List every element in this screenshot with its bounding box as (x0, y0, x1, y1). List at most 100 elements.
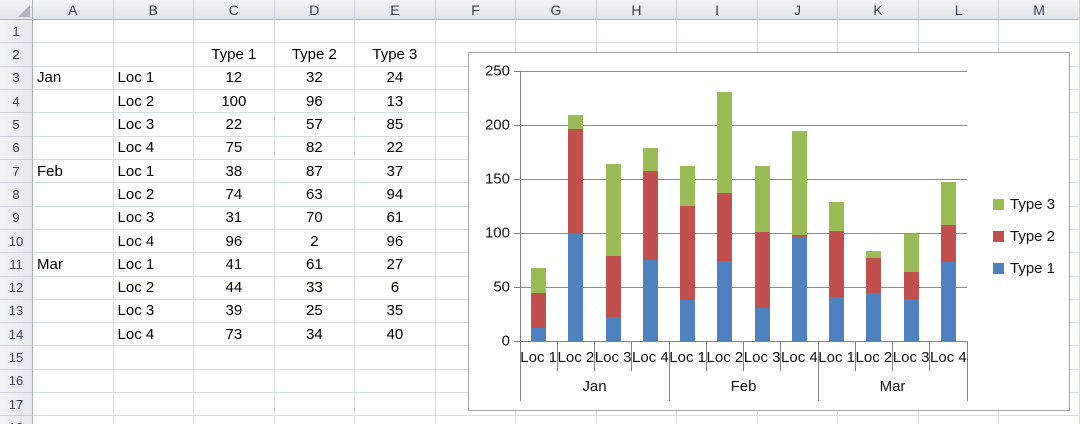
bar-type3-cat2[interactable] (568, 115, 584, 130)
column-header-f[interactable]: F (435, 0, 517, 20)
cell-D7[interactable]: 87 (274, 159, 356, 184)
column-header-i[interactable]: I (677, 0, 758, 20)
cell-A10[interactable] (33, 229, 114, 254)
cell-C1[interactable] (194, 20, 275, 44)
cell-A7[interactable]: Feb (33, 159, 114, 184)
cell-D17[interactable] (274, 393, 356, 417)
cell-L18[interactable] (919, 416, 1000, 424)
row-header-1[interactable]: 1 (0, 20, 33, 44)
cell-I1[interactable] (677, 20, 758, 44)
cell-A2[interactable] (33, 43, 114, 67)
row-header-4[interactable]: 4 (0, 89, 33, 114)
cell-C5[interactable]: 22 (194, 113, 275, 137)
cell-C16[interactable] (194, 369, 275, 394)
cell-D18[interactable] (275, 416, 356, 424)
cell-A13[interactable] (33, 299, 114, 324)
bar-type1-cat5[interactable] (680, 299, 696, 341)
row-header-2[interactable]: 2 (0, 43, 33, 67)
column-header-h[interactable]: H (596, 0, 678, 20)
cell-B14[interactable]: Loc 4 (113, 323, 195, 347)
cell-D5[interactable]: 57 (274, 113, 356, 137)
bar-type3-cat6[interactable] (717, 91, 733, 194)
cell-E14[interactable]: 40 (355, 323, 436, 347)
cell-E7[interactable]: 37 (355, 159, 436, 184)
cell-E4[interactable]: 13 (355, 89, 436, 114)
column-header-j[interactable]: J (757, 0, 839, 20)
cell-C11[interactable]: 41 (194, 253, 275, 277)
row-header-3[interactable]: 3 (0, 66, 33, 90)
cell-B13[interactable]: Loc 3 (113, 299, 195, 324)
bar-type3-cat9[interactable] (829, 201, 845, 231)
row-header-9[interactable]: 9 (0, 206, 33, 230)
cell-A4[interactable] (33, 89, 114, 114)
row-header-12[interactable]: 12 (0, 276, 33, 300)
cell-E17[interactable] (355, 393, 436, 417)
cell-A18[interactable] (33, 416, 114, 424)
cell-A17[interactable] (33, 393, 114, 417)
cell-A5[interactable] (33, 113, 114, 137)
bar-type3-cat1[interactable] (531, 267, 547, 294)
cell-I18[interactable] (677, 416, 758, 424)
cell-C4[interactable]: 100 (194, 89, 275, 114)
cell-A6[interactable] (33, 136, 114, 160)
cell-B12[interactable]: Loc 2 (113, 276, 195, 300)
bar-type1-cat4[interactable] (642, 260, 658, 341)
column-header-g[interactable]: G (516, 0, 597, 20)
cell-B16[interactable] (113, 369, 195, 394)
cell-G18[interactable] (516, 416, 597, 424)
bar-type2-cat1[interactable] (531, 293, 547, 329)
row-header-13[interactable]: 13 (0, 299, 33, 324)
cell-A12[interactable] (33, 276, 114, 300)
cell-F1[interactable] (435, 20, 517, 44)
cell-M17[interactable] (999, 393, 1080, 417)
cell-E8[interactable]: 94 (355, 183, 436, 207)
cell-K18[interactable] (838, 416, 919, 424)
column-header-k[interactable]: K (838, 0, 919, 20)
bar-type1-cat1[interactable] (531, 328, 547, 341)
cell-B5[interactable]: Loc 3 (113, 113, 195, 137)
cell-B8[interactable]: Loc 2 (113, 183, 195, 207)
cell-A8[interactable] (33, 183, 114, 207)
bar-type2-cat9[interactable] (829, 230, 845, 297)
cell-E2[interactable]: Type 3 (355, 43, 436, 67)
bar-type2-cat4[interactable] (642, 171, 658, 260)
cell-B11[interactable]: Loc 1 (113, 253, 195, 277)
bar-type1-cat12[interactable] (940, 262, 956, 341)
cell-E6[interactable]: 22 (355, 136, 436, 160)
cell-E5[interactable]: 85 (355, 113, 436, 137)
cell-E13[interactable]: 35 (355, 299, 436, 324)
column-header-b[interactable]: B (113, 0, 195, 20)
bar-type2-cat8[interactable] (791, 235, 807, 238)
cell-C7[interactable]: 38 (194, 159, 275, 184)
column-header-a[interactable]: A (33, 0, 114, 20)
cell-D2[interactable]: Type 2 (274, 43, 356, 67)
cell-E9[interactable]: 61 (355, 206, 436, 230)
cell-C14[interactable]: 73 (194, 323, 275, 347)
cell-D15[interactable] (274, 346, 356, 370)
bar-type1-cat3[interactable] (605, 317, 621, 341)
cell-E3[interactable]: 24 (355, 66, 436, 90)
cell-J18[interactable] (758, 416, 839, 424)
cell-A16[interactable] (33, 369, 114, 394)
cell-M18[interactable] (999, 416, 1080, 424)
bar-type3-cat5[interactable] (680, 166, 696, 206)
cell-B6[interactable]: Loc 4 (113, 136, 195, 160)
cell-B1[interactable] (113, 20, 195, 44)
cell-D10[interactable]: 2 (274, 229, 356, 254)
column-header-e[interactable]: E (355, 0, 436, 20)
stacked-column-chart[interactable]: 0 50 100 150 200 250 Loc 1 Loc 2 Loc 3 Loc 4 Loc 1… (468, 52, 1070, 411)
bar-type2-cat11[interactable] (903, 271, 919, 299)
cell-C15[interactable] (194, 346, 275, 370)
cell-D3[interactable]: 32 (274, 66, 356, 90)
bar-type2-cat5[interactable] (680, 206, 696, 300)
row-header-8[interactable]: 8 (0, 183, 33, 207)
cell-E11[interactable]: 27 (355, 253, 436, 277)
row-header-5[interactable]: 5 (0, 113, 33, 137)
cell-C6[interactable]: 75 (194, 136, 275, 160)
cell-D6[interactable]: 82 (274, 136, 356, 160)
bar-type1-cat11[interactable] (903, 298, 919, 341)
bar-type2-cat2[interactable] (568, 129, 584, 233)
row-header-16[interactable]: 16 (0, 369, 33, 394)
cell-D16[interactable] (274, 369, 356, 394)
legend-item-type1[interactable]: Type 1 (993, 260, 1055, 277)
